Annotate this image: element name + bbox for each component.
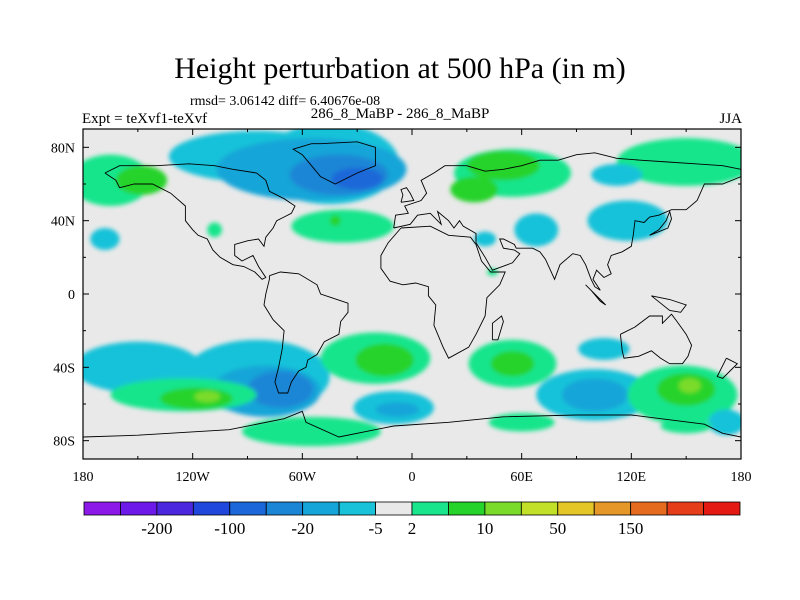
anomaly-region bbox=[450, 176, 498, 203]
anomaly-region bbox=[660, 418, 712, 434]
coastline-south-america bbox=[263, 271, 349, 394]
anomaly-region bbox=[90, 228, 120, 250]
anomaly-region bbox=[291, 209, 394, 243]
anomaly-region bbox=[474, 231, 497, 247]
colorbar-box bbox=[520, 501, 559, 516]
run-label: 286_8_MaBP - 286_8_MaBP bbox=[310, 106, 490, 122]
anomaly-region bbox=[587, 200, 668, 241]
coastline-north-america bbox=[104, 163, 296, 280]
y-tick-label: 40N bbox=[51, 215, 75, 230]
experiment-label: Expt = teXvf1-teXvf bbox=[82, 111, 208, 127]
y-tick-label: 80N bbox=[51, 141, 75, 156]
chart-title: Height perturbation at 500 hPa (in m) bbox=[174, 52, 626, 85]
anomaly-region bbox=[490, 350, 535, 377]
colorbar-box bbox=[83, 501, 121, 516]
colorbar-box bbox=[120, 501, 158, 516]
anomaly-region bbox=[561, 378, 628, 412]
colorbar-box bbox=[192, 501, 231, 516]
coastline-sumatra bbox=[585, 284, 607, 306]
colorbar-box bbox=[557, 501, 595, 516]
anomaly-region bbox=[194, 391, 221, 403]
anomaly-region bbox=[355, 343, 414, 377]
coastline-madagascar bbox=[491, 315, 504, 341]
coastline-antarctica bbox=[83, 410, 741, 438]
y-tick-label: 0 bbox=[68, 288, 75, 303]
colorbar-box bbox=[156, 501, 194, 516]
anomaly-region bbox=[115, 165, 168, 195]
anomaly-region bbox=[207, 222, 222, 238]
colorbar-label: -5 bbox=[368, 519, 382, 538]
x-tick-label: 180 bbox=[73, 470, 94, 485]
coastline-layer bbox=[83, 141, 741, 438]
anomaly-region bbox=[578, 338, 630, 360]
x-tick-label: 180 bbox=[731, 470, 752, 485]
colorbar-box bbox=[593, 501, 632, 516]
coastline-new-zealand bbox=[716, 357, 739, 379]
x-tick-label: 60E bbox=[510, 470, 533, 485]
anomaly-region bbox=[329, 215, 341, 227]
colorbar-label: 50 bbox=[549, 519, 566, 538]
anomaly-region bbox=[466, 151, 540, 181]
anomaly-region bbox=[616, 138, 741, 186]
colorbar-box bbox=[448, 501, 486, 516]
anomaly-region bbox=[247, 371, 314, 408]
x-tick-label: 60W bbox=[289, 470, 317, 485]
colorbar-label: -200 bbox=[141, 519, 172, 538]
anomaly-region bbox=[375, 402, 420, 417]
coastline-uk bbox=[400, 187, 415, 203]
y-tick-label: 40S bbox=[53, 361, 75, 376]
y-tick-label: 80S bbox=[53, 435, 75, 450]
colorbar-label: 10 bbox=[476, 519, 493, 538]
x-tick-label: 120E bbox=[617, 470, 647, 485]
coastline-greenland bbox=[292, 141, 376, 185]
colorbar-box bbox=[375, 501, 413, 516]
x-tick-label: 0 bbox=[409, 470, 416, 485]
colorbar-label: -20 bbox=[291, 519, 314, 538]
coastline-eurasia bbox=[393, 152, 741, 291]
anomaly-region bbox=[331, 167, 383, 190]
anomaly-region bbox=[514, 213, 559, 247]
colorbar-box bbox=[411, 501, 449, 516]
coastline-africa bbox=[380, 225, 506, 359]
anomaly-region bbox=[678, 378, 701, 393]
coastline-australia bbox=[619, 313, 693, 365]
colorbar-label: 150 bbox=[618, 519, 644, 538]
coastline-japan bbox=[649, 210, 672, 236]
stats-label: rmsd= 3.06142 diff= 6.40676e-08 bbox=[190, 94, 381, 109]
colorbar: -200 -100 -20 -5 2 10 50 150 bbox=[83, 501, 741, 538]
season-label: JJA bbox=[719, 111, 742, 127]
anomaly-region bbox=[591, 163, 643, 186]
anomaly-region bbox=[708, 409, 741, 436]
colorbar-box bbox=[265, 501, 304, 516]
colorbar-box bbox=[630, 501, 668, 516]
anomaly-region bbox=[242, 416, 381, 447]
colorbar-label: 2 bbox=[408, 519, 417, 538]
anomaly-layer bbox=[83, 129, 741, 447]
colorbar-box bbox=[666, 501, 704, 516]
colorbar-box bbox=[229, 501, 267, 516]
colorbar-box bbox=[484, 501, 522, 516]
coastline-new-guinea bbox=[651, 295, 687, 313]
axis-ticks: 180 120W 60W 0 60E 120E 180 80N 40N 0 40S 80S bbox=[51, 129, 752, 485]
x-tick-label: 120W bbox=[176, 470, 211, 485]
colorbar-box bbox=[338, 501, 376, 516]
colorbar-label: -100 bbox=[214, 519, 245, 538]
colorbar-box bbox=[703, 501, 741, 516]
anomaly-region bbox=[488, 413, 555, 432]
colorbar-box bbox=[302, 501, 340, 516]
